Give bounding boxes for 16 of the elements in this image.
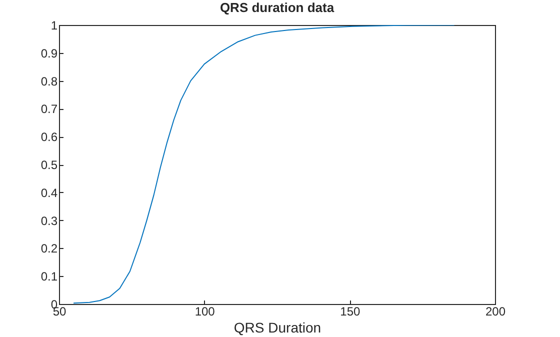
x-tick-label: 150	[340, 304, 360, 318]
y-tick-label: 0.6	[40, 130, 58, 144]
y-tick-label: 0.5	[40, 158, 58, 172]
y-tick-label: 0.8	[40, 74, 58, 88]
y-tick-label: 0.2	[40, 242, 58, 256]
y-tick-label: 1	[50, 18, 58, 32]
chart-title: QRS duration data	[220, 0, 335, 15]
line-series	[73, 25, 455, 304]
y-tick-label: 0.3	[40, 214, 58, 228]
y-tick-label: 0.1	[40, 270, 58, 284]
x-tick-label: 200	[485, 304, 506, 318]
y-tick-label: 0.4	[40, 186, 58, 200]
y-tick-label: 0.7	[40, 102, 58, 116]
x-axis-title: QRS Duration	[234, 320, 322, 336]
x-tick-label: 100	[194, 304, 216, 318]
y-tick-label: 0.9	[40, 46, 58, 60]
